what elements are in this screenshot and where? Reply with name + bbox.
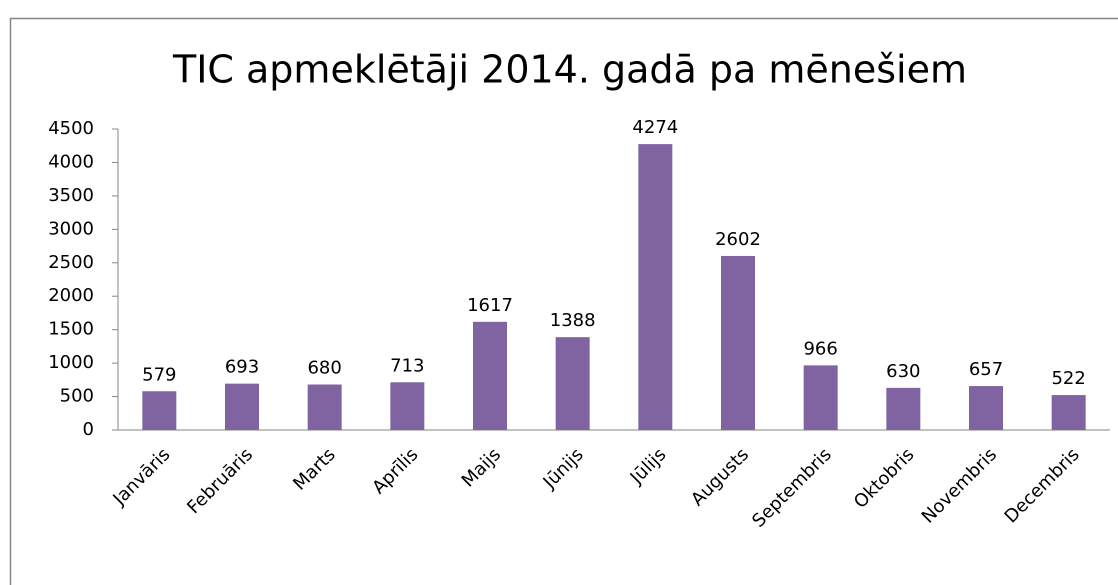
bar xyxy=(225,383,259,430)
bar xyxy=(390,382,425,430)
y-tick-label: 500 xyxy=(60,386,94,407)
y-tick-label: 2000 xyxy=(48,285,94,306)
y-tick-label: 1500 xyxy=(48,319,94,340)
bar xyxy=(886,387,921,430)
y-tick-label: 4500 xyxy=(48,118,94,139)
chart-title: TIC apmeklētāji 2014. gadā pa mēnešiem xyxy=(172,48,967,92)
data-label: 2602 xyxy=(715,229,761,250)
bar xyxy=(555,337,590,430)
bar xyxy=(803,365,838,430)
y-tick-label: 3500 xyxy=(48,185,94,206)
data-label: 657 xyxy=(969,359,1003,380)
bar xyxy=(307,384,342,430)
data-label: 1388 xyxy=(550,310,596,331)
bar xyxy=(638,144,673,430)
data-label: 680 xyxy=(307,358,341,379)
data-label: 630 xyxy=(886,361,920,382)
y-tick-label: 2500 xyxy=(48,252,94,273)
y-tick-label: 4000 xyxy=(48,151,94,172)
data-label: 1617 xyxy=(467,295,513,316)
data-label: 579 xyxy=(142,364,176,385)
data-label: 522 xyxy=(1051,368,1085,389)
data-label: 713 xyxy=(390,355,424,376)
bar xyxy=(1051,395,1086,430)
data-label: 4274 xyxy=(632,117,678,138)
bar xyxy=(969,386,1003,430)
y-tick-label: 1000 xyxy=(48,352,94,373)
data-label: 966 xyxy=(803,338,837,359)
data-label: 693 xyxy=(225,357,259,378)
bar xyxy=(721,255,755,430)
chart-border xyxy=(9,17,1118,585)
y-tick-label: 0 xyxy=(83,419,94,440)
y-tick-label: 3000 xyxy=(48,218,94,239)
bar xyxy=(473,321,507,430)
bar xyxy=(142,391,177,430)
